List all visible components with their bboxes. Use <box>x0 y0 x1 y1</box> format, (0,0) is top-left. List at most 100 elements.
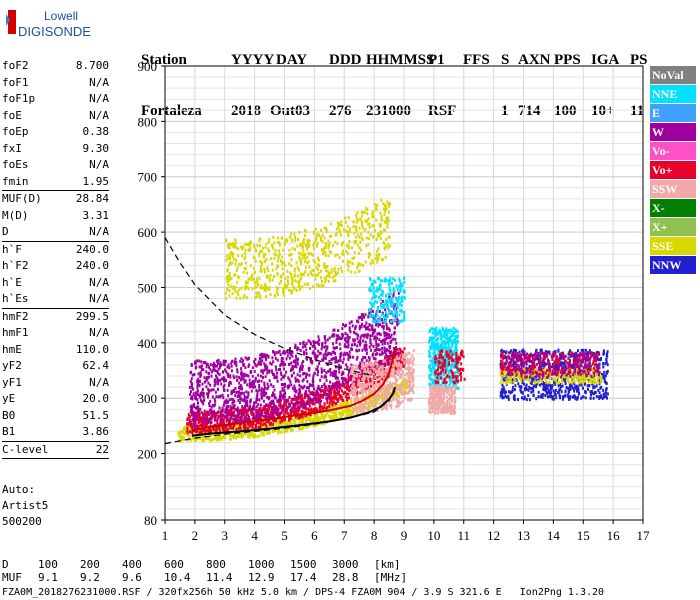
data-point <box>381 342 384 346</box>
data-point <box>226 409 229 413</box>
data-point <box>283 392 286 396</box>
data-point <box>353 388 356 392</box>
data-point <box>210 409 213 413</box>
data-point <box>231 434 234 438</box>
data-point <box>210 416 213 420</box>
data-point <box>191 407 193 411</box>
data-point <box>247 357 250 361</box>
data-point <box>404 386 407 390</box>
data-point <box>350 391 353 394</box>
data-point <box>239 296 242 300</box>
data-point <box>362 407 364 411</box>
data-point <box>312 420 315 424</box>
data-point <box>367 363 369 367</box>
data-point <box>279 243 281 247</box>
data-point <box>334 382 337 385</box>
data-point <box>194 431 197 435</box>
data-point <box>323 403 326 407</box>
data-point <box>322 252 324 256</box>
data-point <box>254 285 257 289</box>
param-value: N/A <box>89 158 109 171</box>
header-value: Fortaleza <box>141 103 202 119</box>
data-point <box>218 373 221 376</box>
data-point <box>360 325 363 329</box>
data-point <box>374 357 377 361</box>
data-point <box>364 356 367 359</box>
data-point <box>300 422 303 426</box>
data-point <box>347 355 350 359</box>
data-point <box>384 279 386 283</box>
data-point <box>264 375 267 379</box>
data-point <box>397 372 400 376</box>
param-separator <box>2 307 109 309</box>
data-point <box>289 380 292 384</box>
data-point <box>331 403 334 407</box>
header-labels-row: Station YYYY DAY DDD HHMMSS P1 FFS S AXN PPS IGA PS <box>141 52 696 69</box>
data-point <box>369 334 372 338</box>
data-point <box>372 320 375 324</box>
data-point <box>406 384 409 388</box>
data-point <box>256 294 259 298</box>
data-point <box>345 250 348 253</box>
data-point <box>199 420 202 424</box>
data-point <box>351 257 354 261</box>
data-point <box>353 250 356 254</box>
data-point <box>394 377 397 381</box>
data-point <box>386 341 389 345</box>
data-point <box>295 396 298 400</box>
data-point <box>246 418 249 422</box>
data-point <box>351 348 354 351</box>
data-point <box>290 367 293 371</box>
data-point <box>282 421 285 425</box>
data-point <box>225 296 227 300</box>
data-point <box>221 409 224 413</box>
data-point <box>237 254 240 257</box>
data-point <box>281 357 284 361</box>
data-point <box>325 379 328 383</box>
data-point <box>343 228 345 232</box>
data-point <box>300 402 302 405</box>
data-point <box>371 384 374 388</box>
data-point <box>273 241 276 245</box>
data-point <box>192 423 195 426</box>
data-point <box>340 383 343 387</box>
data-point <box>370 403 373 407</box>
data-point <box>308 404 311 408</box>
data-point <box>368 397 371 401</box>
data-point <box>248 435 251 439</box>
auto-version: 500200 <box>2 515 42 528</box>
param-value: 3.31 <box>82 208 110 222</box>
data-point <box>404 391 407 395</box>
data-point <box>221 426 224 430</box>
data-point <box>314 238 317 242</box>
data-point <box>203 409 206 413</box>
data-point <box>215 374 217 378</box>
data-point <box>384 362 387 366</box>
data-point <box>365 352 368 355</box>
data-point <box>365 343 368 347</box>
data-point <box>202 416 205 420</box>
data-point <box>269 257 272 261</box>
data-point <box>355 348 358 352</box>
data-point <box>229 375 232 379</box>
data-point <box>341 360 344 364</box>
data-point <box>234 273 237 277</box>
data-point <box>305 352 308 355</box>
data-point <box>323 369 326 372</box>
param-value: 0.38 <box>82 125 110 138</box>
data-point <box>411 375 413 379</box>
data-point <box>205 365 208 369</box>
data-point <box>282 289 285 293</box>
data-point <box>313 269 315 273</box>
data-point <box>304 229 307 233</box>
data-point <box>326 405 329 409</box>
data-point <box>372 286 375 290</box>
data-point <box>290 232 293 236</box>
data-point <box>337 223 340 227</box>
data-point <box>355 394 358 398</box>
data-point <box>361 388 364 392</box>
param-row: foF2 8.700 <box>2 58 109 75</box>
data-point <box>363 346 366 349</box>
data-point <box>324 352 327 356</box>
data-point <box>193 417 196 421</box>
